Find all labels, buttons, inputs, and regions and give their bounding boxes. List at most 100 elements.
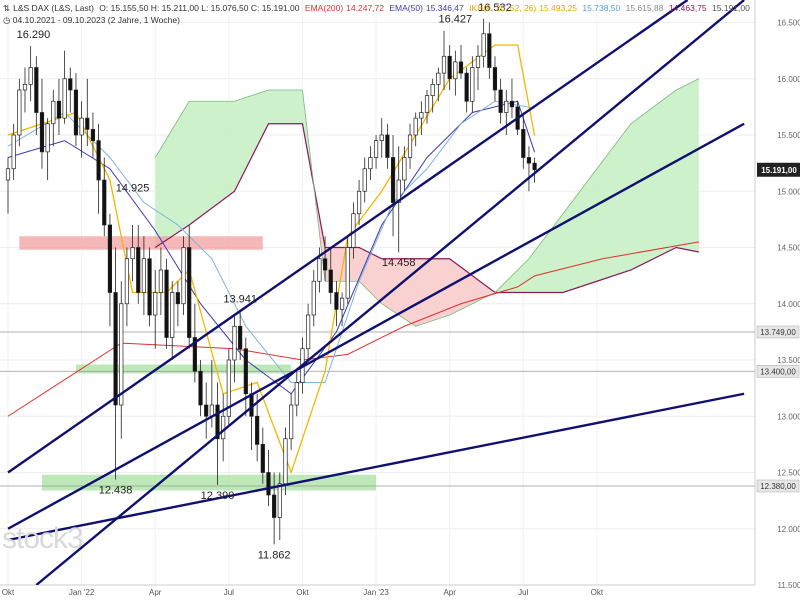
candle-down [238,325,243,350]
candle-up [430,84,435,96]
candle-down [509,100,515,108]
candle-down [521,129,526,158]
candle-down [272,494,277,518]
ikh-kijun-line [7,100,535,383]
price-annotation: 12.438 [99,484,133,496]
candle-up [317,258,322,282]
price-annotation: 16.290 [17,29,51,41]
candle-down [90,129,96,141]
ema50-value: 15.346,47 [425,3,464,13]
ema200-value: 14.247,72 [346,3,384,13]
candle-down [96,140,101,181]
candle-up [294,382,299,406]
date-range: ◷ 04.10.2021 - 09.10.2023 (2 Jahre, 1 Wo… [3,15,180,26]
candle-down [175,292,180,305]
candle-up [170,292,175,338]
candle-up [345,247,350,299]
ikh-value-2: 15.738,50 [582,3,621,13]
last-price-box [757,162,800,177]
x-tick-label: Apr [149,588,162,597]
ikh-value-3: 15.615,88 [625,3,664,13]
ohlc-values: O: 15.155,50 H: 15.211,00 L: 15.076,50 C… [99,3,300,13]
candle-down [147,258,152,316]
y-tick-label: 15.000,00 [777,187,800,196]
candle-down [323,258,328,271]
candle-up [51,100,56,125]
candle-up [45,123,50,153]
candle-up [441,55,447,74]
candle-down [328,269,333,293]
candle-up [362,168,367,192]
level-label: 13.400,00 [760,367,796,376]
level-label-box [756,479,800,493]
candle-down [34,67,39,113]
candle-up [419,112,424,119]
candle-down [107,224,113,293]
candle-down [385,134,390,158]
candle-up [130,247,135,260]
candle-up [232,325,237,361]
y-tick-label: 13.000,00 [777,412,800,421]
candle-down [73,89,79,136]
candle-down [487,33,492,68]
candle-up [79,117,84,136]
candle-down [498,89,503,113]
candle-up [181,247,186,305]
trendline [35,0,745,585]
y-tick-label: 14.000,00 [777,300,800,309]
x-tick-label: Okt [2,588,15,597]
candle-down [266,472,271,496]
price-annotation: 12.390 [201,490,235,502]
candle-up [5,168,11,181]
y-tick-label: 16.500,00 [777,19,800,28]
candle-up [339,297,345,310]
candle-up [402,157,407,181]
x-tick-label: Jul [518,588,528,597]
candle-up [153,292,158,316]
cloud-bullish [155,90,314,248]
candle-up [436,72,441,85]
ikh-value-5: 15.191,00 [712,3,750,13]
level-label: 13.749,00 [760,328,796,337]
candle-up [475,55,481,68]
ikh-span-b-line [154,123,699,294]
candle-up [124,258,130,305]
candle-up [141,258,146,293]
candle-up [226,359,231,417]
support-resistance-zone [19,236,263,250]
candle-up [424,95,430,113]
candle-down [255,415,260,445]
candle-down [164,269,169,338]
candle-up [221,415,226,440]
y-tick-label: 14.500,00 [777,244,800,253]
candle-up [379,134,384,141]
candle-up [289,404,294,440]
y-tick-label: 13.500,00 [777,356,800,365]
candle-down [192,337,197,372]
candle-down [56,100,62,119]
candle-up [470,67,475,102]
instrument-icon: ⇅ [3,3,11,13]
ikh-span-a-line [154,78,700,327]
candle-down [85,117,90,130]
trendline [7,0,689,474]
candle-down [198,370,203,406]
x-tick-label: Jan '23 [363,588,389,597]
price-annotation: 14.458 [382,257,416,269]
price-annotation: 16.532 [478,2,512,14]
candle-up [28,67,33,85]
trendline [7,122,745,530]
level-label-box [756,325,800,339]
candle-down [204,404,209,417]
candle-up [407,134,413,158]
candle-up [504,100,509,113]
candle-up [283,438,288,485]
candle-up [373,140,379,158]
trendline [7,392,745,542]
x-tick-label: Okt [296,588,309,597]
ema200-label: EMA(200) [304,3,344,13]
y-tick-label: 16.000,00 [777,75,800,84]
clock-icon: ◷ [3,15,11,25]
candle-up [11,134,16,170]
